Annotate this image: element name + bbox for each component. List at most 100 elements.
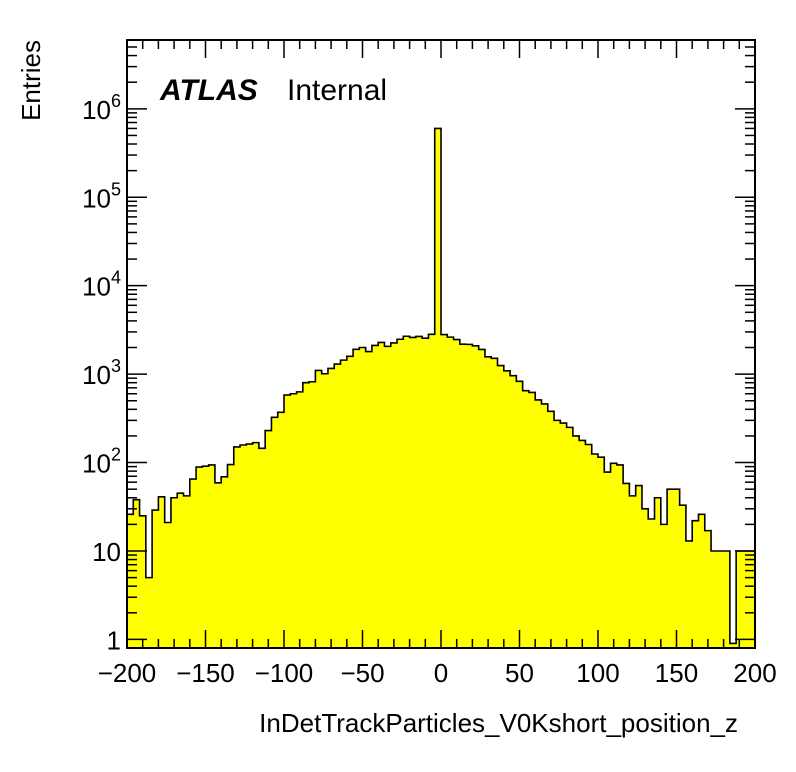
histogram-bar	[641, 508, 649, 648]
histogram-bar	[397, 339, 404, 648]
histogram-bar	[277, 412, 285, 648]
histogram-bar	[441, 334, 448, 648]
histogram-bar	[327, 368, 335, 648]
histogram-bar	[252, 442, 260, 648]
histogram-bar	[648, 519, 655, 648]
x-axis-ticks	[126, 40, 756, 648]
histogram-bar	[547, 411, 555, 648]
histogram-bar	[221, 476, 228, 648]
histogram-bar	[240, 444, 247, 648]
histogram-bar	[717, 550, 724, 648]
histogram-bar	[673, 489, 680, 648]
y-tick-label: 103	[82, 356, 121, 390]
histogram-bar	[447, 337, 454, 648]
y-axis-title: Entries	[16, 40, 46, 121]
histogram-bar	[202, 466, 209, 648]
y-tick-label: 106	[82, 91, 121, 125]
histogram-bar	[503, 370, 511, 648]
histogram-bar	[572, 435, 580, 648]
histogram-bar	[246, 444, 253, 648]
histogram-bar	[723, 550, 731, 648]
y-tick-label: 105	[82, 179, 121, 213]
histogram-bar	[579, 440, 586, 648]
histogram-bar	[598, 457, 605, 648]
histogram-bar	[152, 510, 159, 648]
histogram-bar	[736, 550, 743, 648]
histogram-bar	[692, 520, 699, 648]
histogram-bar	[685, 540, 693, 648]
histogram-bar	[170, 497, 178, 648]
y-axis-tick-labels: 1 10 102 103 104 105 106	[82, 91, 121, 656]
x-axis-title: InDetTrackParticles_V0Kshort_position_z	[259, 708, 738, 738]
histogram-bar	[390, 342, 398, 648]
x-tick-label: −100	[255, 658, 314, 688]
histogram-bar	[516, 381, 523, 648]
histogram-bar	[158, 496, 165, 648]
histogram-bar	[491, 358, 498, 648]
histogram-bar	[365, 351, 373, 648]
histogram-bar	[296, 391, 304, 648]
histogram-bar	[214, 482, 222, 648]
histogram-bar	[535, 399, 542, 648]
histogram-bar	[667, 489, 674, 648]
histogram-bar	[453, 339, 461, 648]
histogram-bar	[271, 417, 279, 648]
internal-label: Internal	[287, 74, 387, 107]
x-tick-label: −200	[98, 658, 157, 688]
histogram-bar	[290, 393, 297, 648]
histogram-bar	[139, 515, 147, 648]
histogram-bar	[428, 334, 436, 648]
histogram-bar	[353, 349, 360, 648]
histogram-bar	[629, 495, 636, 648]
histogram-bar	[729, 643, 737, 648]
histogram-bar	[378, 342, 385, 648]
y-tick-label: 10	[92, 537, 121, 567]
histogram-bar	[359, 347, 366, 648]
histogram-bar	[610, 463, 618, 648]
atlas-label: ATLAS	[159, 74, 258, 107]
histogram-bar	[679, 505, 687, 648]
histogram-bar	[177, 493, 184, 648]
histogram-bar	[510, 375, 517, 648]
y-tick-label: 102	[82, 445, 121, 479]
x-tick-label: 150	[655, 658, 698, 688]
histogram-bar	[704, 530, 712, 648]
histogram-bar	[497, 365, 505, 648]
histogram-bar	[711, 550, 718, 648]
histogram-bar	[616, 464, 624, 648]
histogram-bar	[466, 344, 473, 648]
histogram-bar	[742, 550, 750, 648]
histogram-bar	[698, 514, 706, 648]
histogram-bar	[654, 497, 662, 648]
histogram-bar	[541, 403, 549, 648]
histogram-bar	[284, 395, 291, 648]
histogram-bar	[660, 524, 668, 648]
histogram-bar	[472, 345, 479, 648]
histogram-bar	[315, 370, 322, 648]
histogram-bar	[309, 381, 316, 648]
histogram-bar	[183, 495, 191, 648]
histogram-bar	[484, 356, 492, 648]
histogram-bar	[164, 522, 172, 648]
histogram-bar	[384, 346, 392, 648]
histogram-bar	[196, 467, 203, 648]
histogram-bar	[302, 382, 310, 648]
y-tick-label: 1	[107, 625, 121, 655]
histogram-bar	[409, 337, 417, 648]
histogram-bar	[422, 338, 429, 648]
histogram-bar	[459, 344, 467, 648]
histogram-bar	[635, 485, 643, 648]
histogram-bar	[415, 336, 423, 648]
histogram-bar	[434, 128, 442, 649]
y-axis-ticks	[127, 39, 755, 641]
histogram-bar	[127, 514, 134, 648]
histogram-bar	[748, 550, 756, 648]
x-tick-label: 0	[434, 658, 448, 688]
histogram-bar	[145, 577, 153, 648]
histogram-bar	[265, 430, 272, 648]
histogram-bar	[478, 349, 486, 648]
histogram-outline	[126, 127, 756, 648]
histogram-bar	[321, 373, 329, 648]
histogram-bar	[403, 336, 410, 648]
